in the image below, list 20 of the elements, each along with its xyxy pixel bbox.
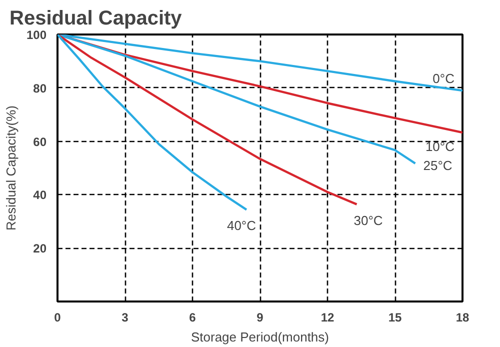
series-label: 30°C — [354, 212, 383, 228]
series-label: 10°C — [425, 138, 454, 154]
y-tick-label: 40 — [33, 188, 47, 202]
series-label: 0°C — [432, 71, 455, 86]
x-tick-label: 6 — [189, 310, 196, 324]
y-axis-title: Residual Capacity(%) — [3, 105, 18, 230]
x-tick-label: 3 — [122, 310, 129, 324]
y-tick-label: 100 — [26, 28, 47, 42]
y-tick-label: 60 — [33, 134, 47, 149]
chart-title: Residual Capacity — [10, 8, 183, 30]
y-tick-label: 20 — [33, 242, 47, 256]
y-tick-label: 80 — [33, 81, 47, 96]
x-axis-title: Storage Period(months) — [190, 330, 330, 344]
x-tick-label: 12 — [320, 310, 334, 324]
x-tick-label: 9 — [256, 310, 264, 324]
x-tick-label: 0 — [54, 310, 62, 324]
x-tick-label: 18 — [456, 310, 470, 324]
series-label: 40°C — [226, 218, 256, 234]
x-tick-label: 15 — [388, 310, 402, 324]
series-label: 25°C — [423, 158, 452, 173]
